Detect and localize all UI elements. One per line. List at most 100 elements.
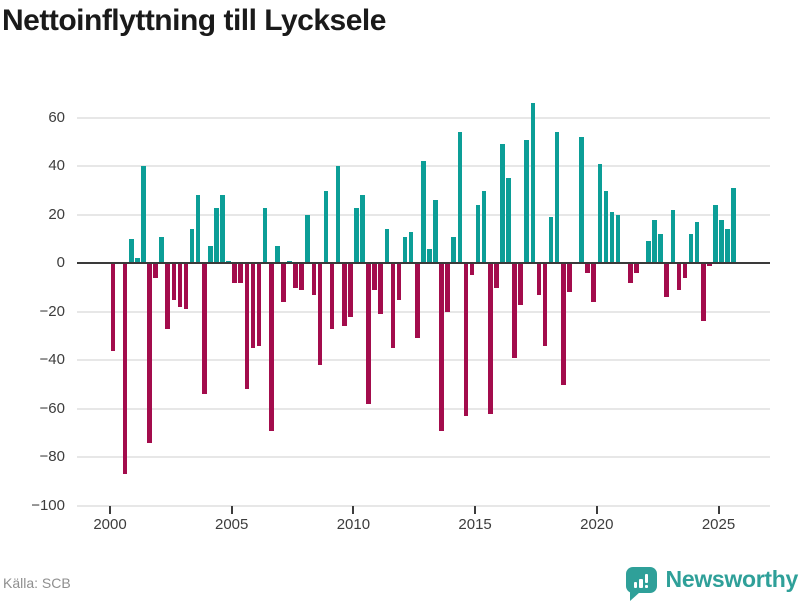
bar-2025Q2 — [725, 229, 730, 264]
bar-2000Q4 — [128, 239, 134, 264]
bar-2007Q4 — [299, 263, 304, 290]
bar-2017Q3 — [536, 263, 542, 295]
bar-2000Q3 — [122, 263, 128, 475]
y-tick-label-40: 40 — [48, 157, 65, 175]
bar-2005Q4 — [250, 263, 256, 349]
bar-2013Q1 — [427, 248, 432, 264]
bar-2011Q3 — [390, 263, 396, 349]
bar-2009Q3 — [341, 263, 347, 327]
newsworthy-bubble-chart-icon — [625, 566, 657, 601]
bar-2020Q2 — [603, 190, 609, 264]
x-tick-label-2005: 2005 — [215, 516, 249, 533]
x-tick-label-2000: 2000 — [93, 516, 127, 533]
bar-2018Q4 — [567, 263, 572, 293]
bar-2007Q2 — [287, 260, 292, 264]
x-tick-label-2010: 2010 — [336, 516, 371, 533]
bar-2011Q4 — [396, 263, 402, 300]
bar-2005Q2 — [238, 263, 244, 283]
bar-2012Q4 — [421, 161, 426, 264]
bar-2019Q2 — [579, 137, 584, 264]
bar-2002Q2 — [165, 263, 171, 329]
bar-2002Q4 — [177, 263, 183, 307]
x-tick-mark-2010 — [352, 506, 355, 514]
bar-2012Q2 — [408, 231, 414, 264]
bar-2006Q2 — [262, 207, 268, 264]
newsworthy-logo[interactable]: Newsworthy — [625, 566, 798, 601]
bar-2025Q1 — [719, 219, 724, 264]
bar-2015Q4 — [494, 263, 499, 288]
bar-2001Q1 — [135, 258, 140, 264]
bar-2022Q1 — [646, 241, 651, 264]
bar-2023Q4 — [688, 234, 694, 264]
bar-2010Q2 — [360, 195, 365, 264]
bar-2012Q1 — [402, 236, 408, 264]
bar-2016Q3 — [512, 263, 517, 358]
bar-2024Q4 — [713, 205, 718, 264]
bar-2017Q1 — [524, 139, 530, 264]
y-tick-label--100: −100 — [31, 496, 65, 514]
grid-line--60 — [77, 407, 770, 410]
bar-2018Q3 — [560, 263, 566, 385]
bar-2007Q1 — [281, 263, 286, 303]
bar-2009Q2 — [335, 166, 341, 264]
bar-2018Q2 — [554, 132, 560, 264]
y-tick-label-60: 60 — [48, 108, 65, 126]
bar-2000Q1 — [110, 263, 116, 351]
bar-2009Q1 — [329, 263, 335, 329]
bar-2004Q1 — [208, 246, 213, 264]
bar-2019Q3 — [585, 263, 590, 273]
grid-line--100 — [77, 504, 770, 507]
bar-2001Q2 — [141, 166, 146, 264]
bar-2008Q4 — [323, 190, 329, 264]
bar-2014Q4 — [469, 263, 475, 276]
bar-2013Q4 — [445, 263, 450, 312]
x-tick-mark-2025 — [717, 506, 720, 514]
bar-2004Q4 — [226, 260, 231, 264]
bar-2017Q2 — [530, 103, 536, 264]
bar-2020Q1 — [597, 163, 603, 264]
bar-2023Q2 — [676, 263, 682, 290]
bar-2024Q3 — [707, 263, 712, 266]
bar-2001Q3 — [147, 263, 152, 443]
bar-2024Q2 — [700, 263, 706, 322]
bar-2006Q4 — [274, 246, 280, 264]
bar-2015Q1 — [475, 205, 481, 264]
bar-2018Q1 — [548, 217, 554, 264]
bar-2005Q3 — [244, 263, 250, 390]
bar-2016Q4 — [518, 263, 523, 305]
source-label: Källa: SCB — [3, 575, 71, 591]
bar-2002Q3 — [171, 263, 177, 300]
bar-2008Q1 — [305, 214, 310, 264]
bar-2003Q4 — [201, 263, 207, 395]
bar-2014Q1 — [451, 236, 457, 264]
y-tick-label--20: −20 — [39, 302, 65, 320]
bar-2006Q1 — [256, 263, 262, 346]
bar-2016Q1 — [500, 144, 505, 264]
bar-2013Q2 — [433, 200, 438, 264]
bar-2023Q3 — [682, 263, 688, 278]
bar-2015Q2 — [481, 190, 487, 264]
bar-2025Q3 — [731, 188, 736, 264]
y-tick-label--40: −40 — [39, 351, 65, 369]
bar-2006Q3 — [268, 263, 274, 431]
bar-2015Q3 — [487, 263, 493, 414]
x-tick-mark-2005 — [230, 506, 233, 514]
bar-2022Q3 — [658, 234, 663, 264]
y-tick-label--60: −60 — [39, 399, 65, 417]
bar-2002Q1 — [159, 236, 164, 264]
bar-2003Q2 — [189, 229, 195, 264]
bar-2011Q2 — [384, 229, 390, 264]
bar-2014Q2 — [457, 132, 463, 264]
bar-2010Q3 — [366, 263, 371, 404]
bar-2021Q3 — [634, 263, 639, 273]
bar-2010Q1 — [354, 207, 359, 264]
bar-2003Q3 — [195, 195, 201, 264]
x-tick-label-2020: 2020 — [580, 516, 614, 533]
bar-2001Q4 — [153, 263, 158, 278]
x-tick-label-2015: 2015 — [458, 516, 492, 533]
bar-2004Q2 — [214, 207, 219, 264]
x-tick-mark-2000 — [109, 506, 111, 514]
bar-2022Q4 — [664, 263, 670, 298]
grid-line--20 — [77, 310, 770, 313]
